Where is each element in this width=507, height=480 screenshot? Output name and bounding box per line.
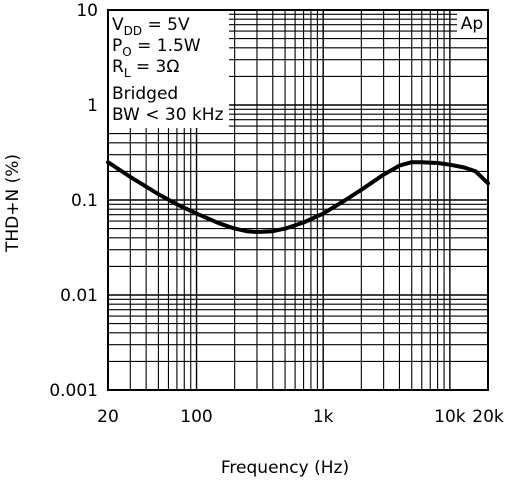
y-tick-label: 10 xyxy=(76,1,98,21)
y-axis-label: THD+N (%) xyxy=(3,154,23,253)
series-layer xyxy=(106,160,490,234)
condition-label: VDD = 5V xyxy=(112,15,190,38)
condition-label: RL = 3Ω xyxy=(112,57,179,80)
ap-badge-background xyxy=(457,11,487,35)
plot-frame xyxy=(107,9,489,391)
y-tick-label: 0.01 xyxy=(60,286,98,306)
x-tick-label: 100 xyxy=(180,407,212,427)
ap-badge: Ap xyxy=(461,14,483,34)
bridged-label: Bridged xyxy=(112,84,178,104)
x-tick-label: 10k xyxy=(434,407,466,427)
y-tick-label: 1 xyxy=(87,96,98,116)
conditions-box xyxy=(109,11,229,128)
x-tick-labels: 20 100 1k 10k 20k xyxy=(97,407,504,427)
y-tick-labels: 10 1 0.1 0.01 0.001 xyxy=(49,1,98,401)
y-tick-label: 0.001 xyxy=(49,381,98,401)
y-tick-label: 0.1 xyxy=(71,191,98,211)
x-axis-label: Frequency (Hz) xyxy=(221,458,349,478)
thd-curve xyxy=(106,160,490,234)
x-tick-label: 1k xyxy=(313,407,334,427)
bandwidth-label: BW < 30 kHz xyxy=(112,105,224,125)
x-tick-label: 20 xyxy=(97,407,119,427)
condition-label: PO = 1.5W xyxy=(112,36,201,59)
x-tick-label: 20k xyxy=(472,407,504,427)
